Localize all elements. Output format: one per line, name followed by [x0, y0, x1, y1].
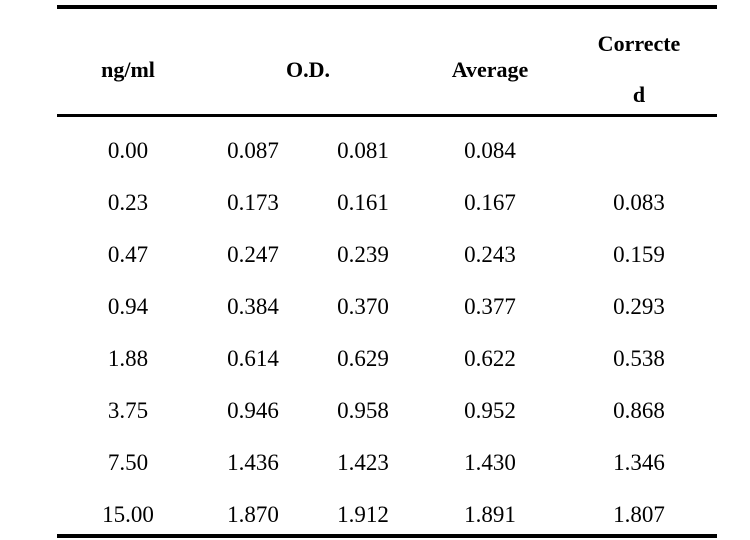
header-ng-ml: ng/ml [101, 57, 155, 82]
cell-corrected: 0.159 [613, 242, 665, 267]
cell-average: 0.952 [464, 398, 516, 423]
cell-ng-ml: 3.75 [107, 398, 149, 423]
cell-ng-ml: 1.88 [107, 346, 149, 371]
cell-od-2: 1.912 [337, 502, 389, 527]
cell-ng-ml: 7.50 [107, 450, 149, 475]
cell-od-1: 0.946 [227, 398, 279, 423]
cell-ng-ml: 0.94 [107, 294, 149, 319]
cell-average: 0.167 [464, 190, 516, 215]
header-corrected-line1: Correcte [597, 31, 681, 56]
cell-od-1: 0.247 [227, 242, 279, 267]
cell-average: 0.243 [464, 242, 516, 267]
header-corrected-line2: d [632, 82, 646, 107]
cell-od-2: 0.629 [337, 346, 389, 371]
table-top-rule [57, 5, 717, 9]
cell-ng-ml: 0.47 [107, 242, 149, 267]
cell-od-2: 0.161 [337, 190, 389, 215]
cell-od-1: 1.870 [227, 502, 279, 527]
cell-corrected: 0.293 [613, 294, 665, 319]
cell-average: 1.891 [464, 502, 516, 527]
header-rule [57, 114, 717, 117]
cell-od-1: 0.384 [227, 294, 279, 319]
header-average: Average [451, 57, 529, 82]
cell-average: 0.622 [464, 346, 516, 371]
cell-corrected: 0.083 [613, 190, 665, 215]
cell-ng-ml: 0.00 [107, 138, 149, 163]
table-bottom-rule [57, 534, 717, 538]
cell-average: 0.377 [464, 294, 516, 319]
cell-average: 0.084 [464, 138, 516, 163]
cell-ng-ml: 0.23 [107, 190, 149, 215]
cell-od-1: 0.173 [227, 190, 279, 215]
cell-od-2: 1.423 [337, 450, 389, 475]
cell-corrected: 1.346 [613, 450, 665, 475]
cell-od-2: 0.081 [337, 138, 389, 163]
header-od: O.D. [286, 57, 330, 82]
cell-od-1: 1.436 [227, 450, 279, 475]
cell-od-1: 0.614 [227, 346, 279, 371]
cell-ng-ml: 15.00 [102, 502, 154, 527]
cell-average: 1.430 [464, 450, 516, 475]
cell-od-2: 0.958 [337, 398, 389, 423]
cell-corrected: 0.868 [613, 398, 665, 423]
cell-od-1: 0.087 [227, 138, 279, 163]
cell-corrected: 1.807 [613, 502, 665, 527]
cell-od-2: 0.239 [337, 242, 389, 267]
cell-corrected: 0.538 [613, 346, 665, 371]
cell-od-2: 0.370 [337, 294, 389, 319]
